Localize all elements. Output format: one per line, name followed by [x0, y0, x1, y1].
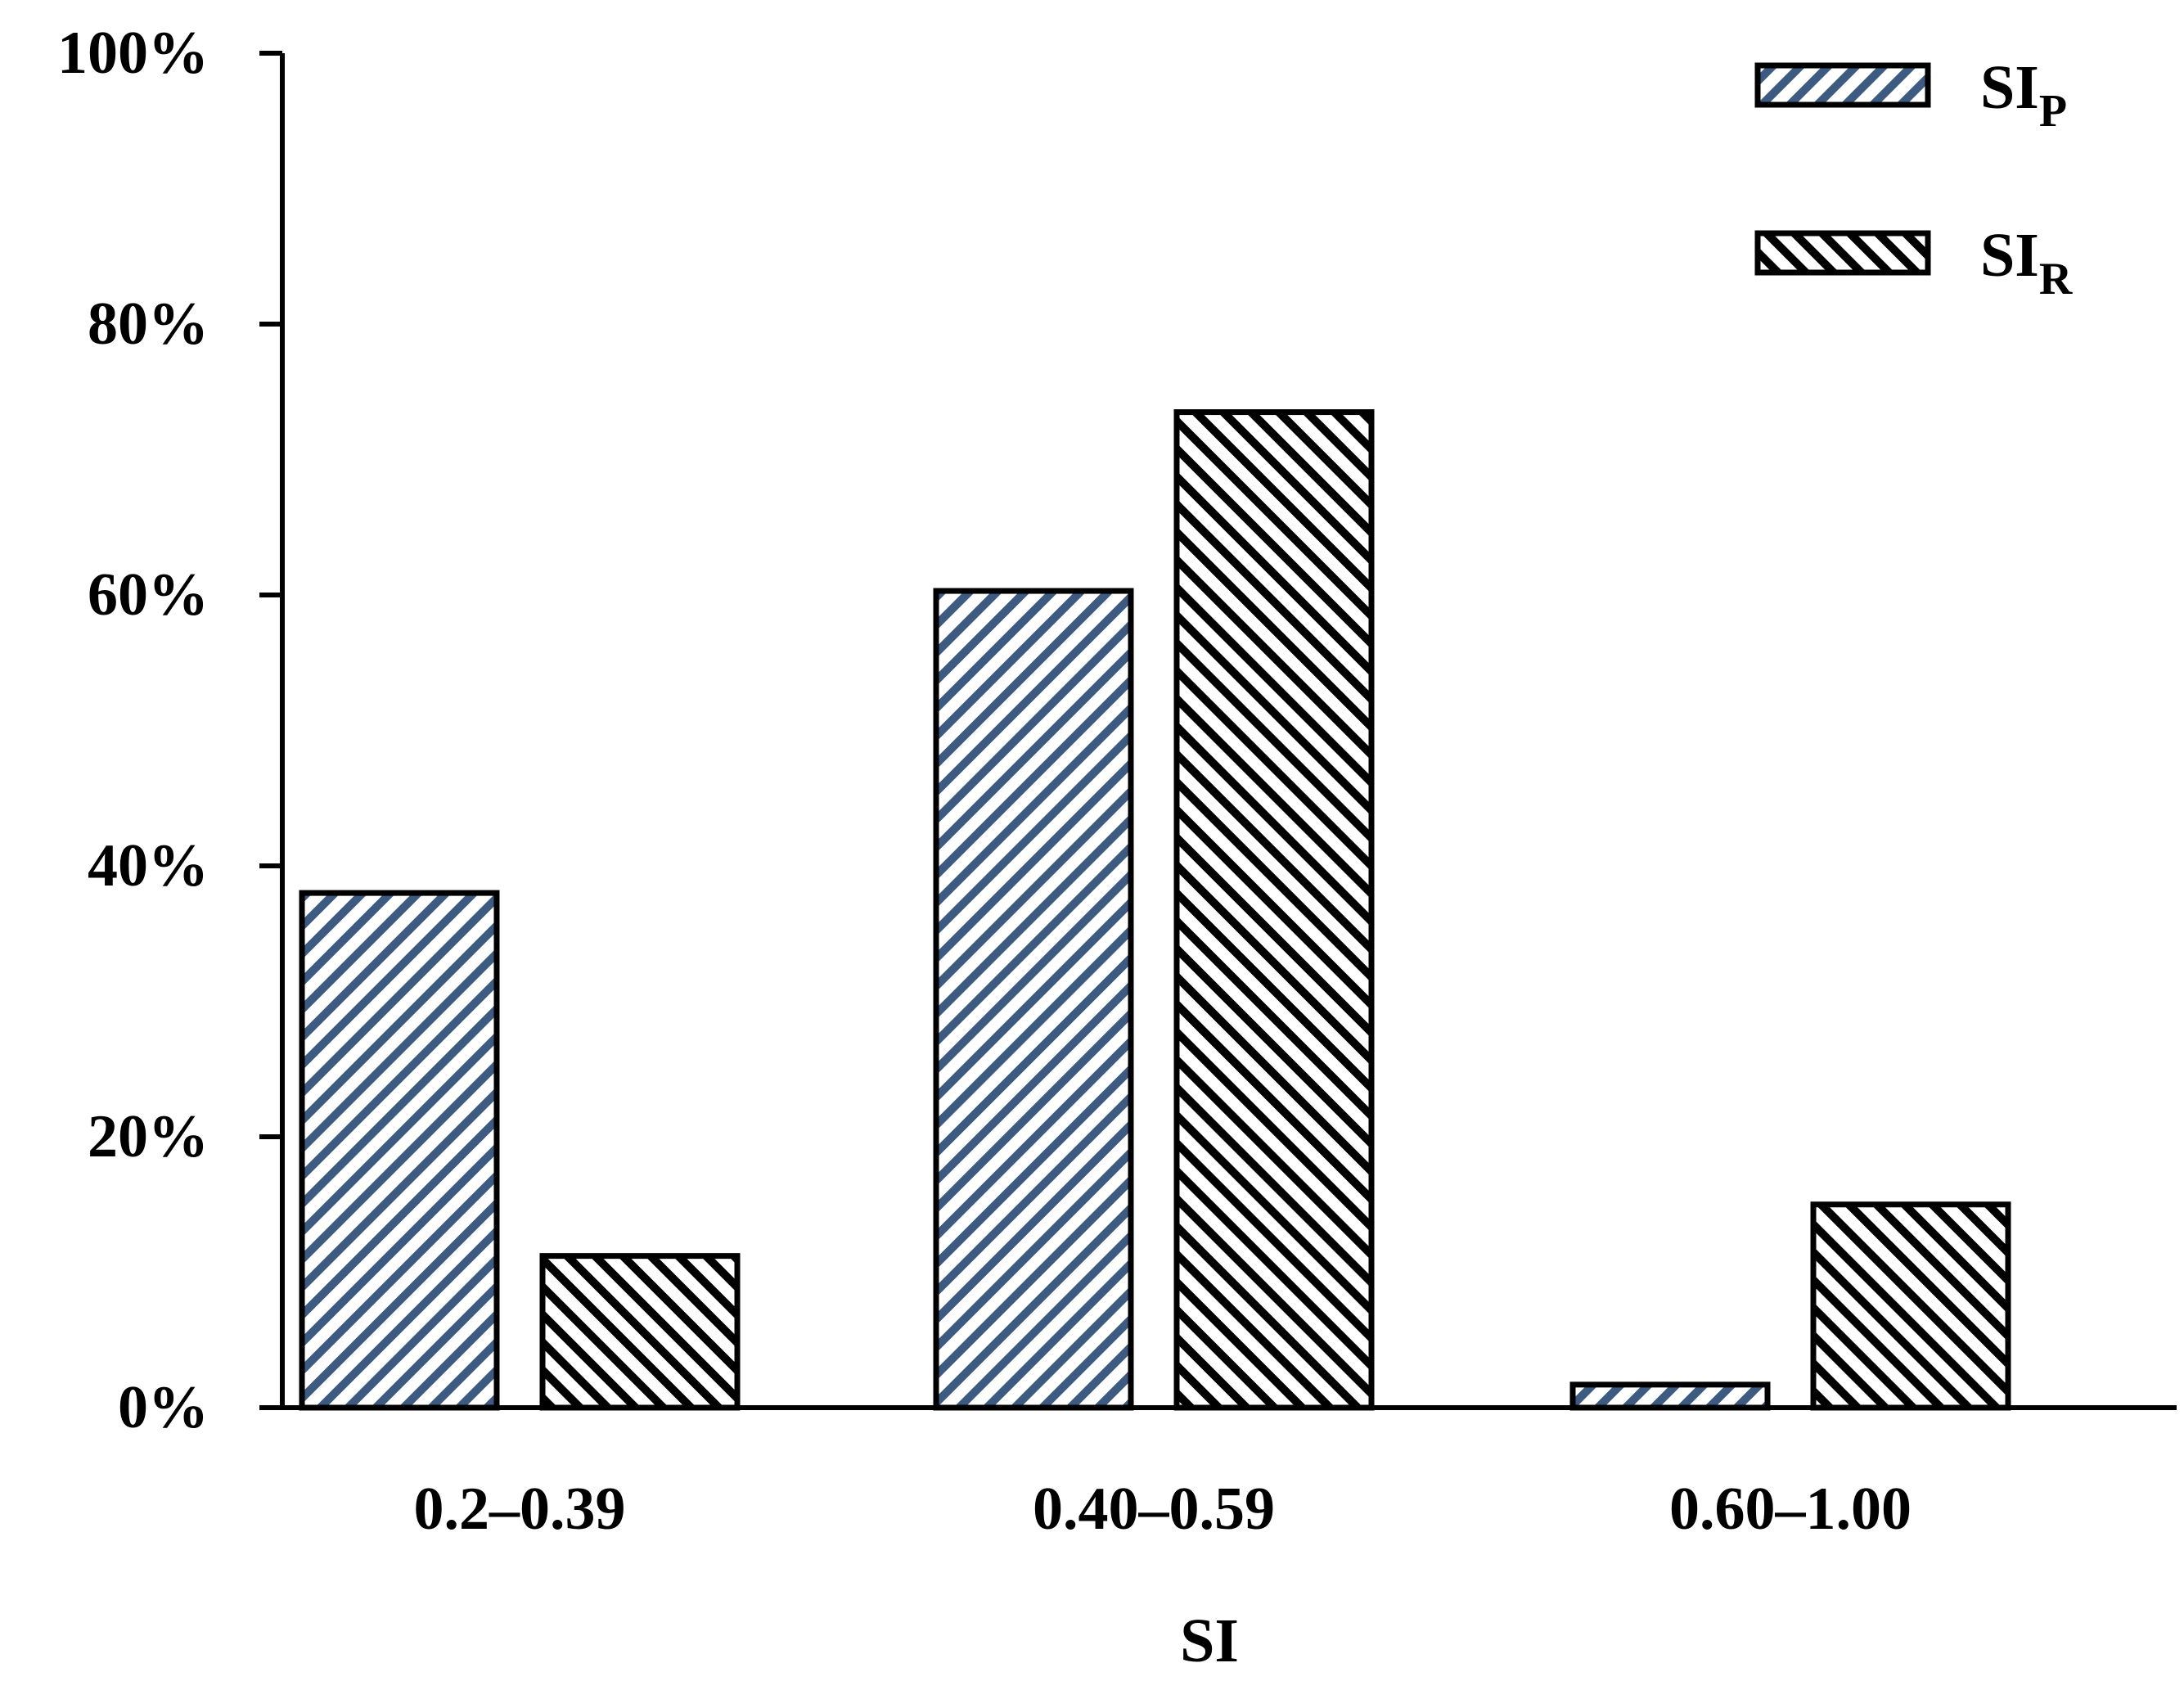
bar-SIR-1 [1173, 409, 1375, 1411]
legend-label-subscript: R [2039, 254, 2073, 304]
y-ticks-group: 0% 20% 40% 60% 80% 100% [57, 20, 282, 1441]
bars-group [299, 409, 2011, 1411]
bar-SIP-1 [933, 588, 1134, 1411]
x-category-label: 0.40–0.59 [1033, 1476, 1275, 1543]
x-labels-group: 0.2–0.39 0.40–0.59 0.60–1.00 [414, 1476, 1912, 1543]
legend-label-SIP: SIP [1980, 53, 2067, 137]
bar-SIR-2 [1810, 1201, 2011, 1411]
bar-SIP-2 [1569, 1381, 1771, 1411]
legend-label-main: SI [1980, 53, 2039, 122]
legend-swatch-SIP [1754, 62, 1931, 108]
y-tick-label: 40% [88, 832, 209, 899]
bar-SIR-0 [539, 1253, 741, 1411]
y-tick-label: 0% [118, 1374, 209, 1441]
y-tick-label: 80% [88, 291, 209, 358]
y-tick-label: 100% [57, 20, 209, 87]
legend-label-subscript: P [2039, 86, 2067, 137]
y-tick-label: 60% [88, 561, 209, 629]
y-tick-label: 20% [88, 1103, 209, 1170]
bar-SIP-0 [299, 890, 500, 1411]
legend-swatch-SIR [1754, 230, 1931, 276]
legend-label-main: SI [1980, 221, 2039, 290]
x-category-label: 0.60–1.00 [1669, 1476, 1912, 1543]
x-category-label: 0.2–0.39 [414, 1476, 626, 1543]
legend-label-SIR: SIR [1980, 221, 2073, 304]
x-axis-title: SI [1180, 1607, 1239, 1675]
